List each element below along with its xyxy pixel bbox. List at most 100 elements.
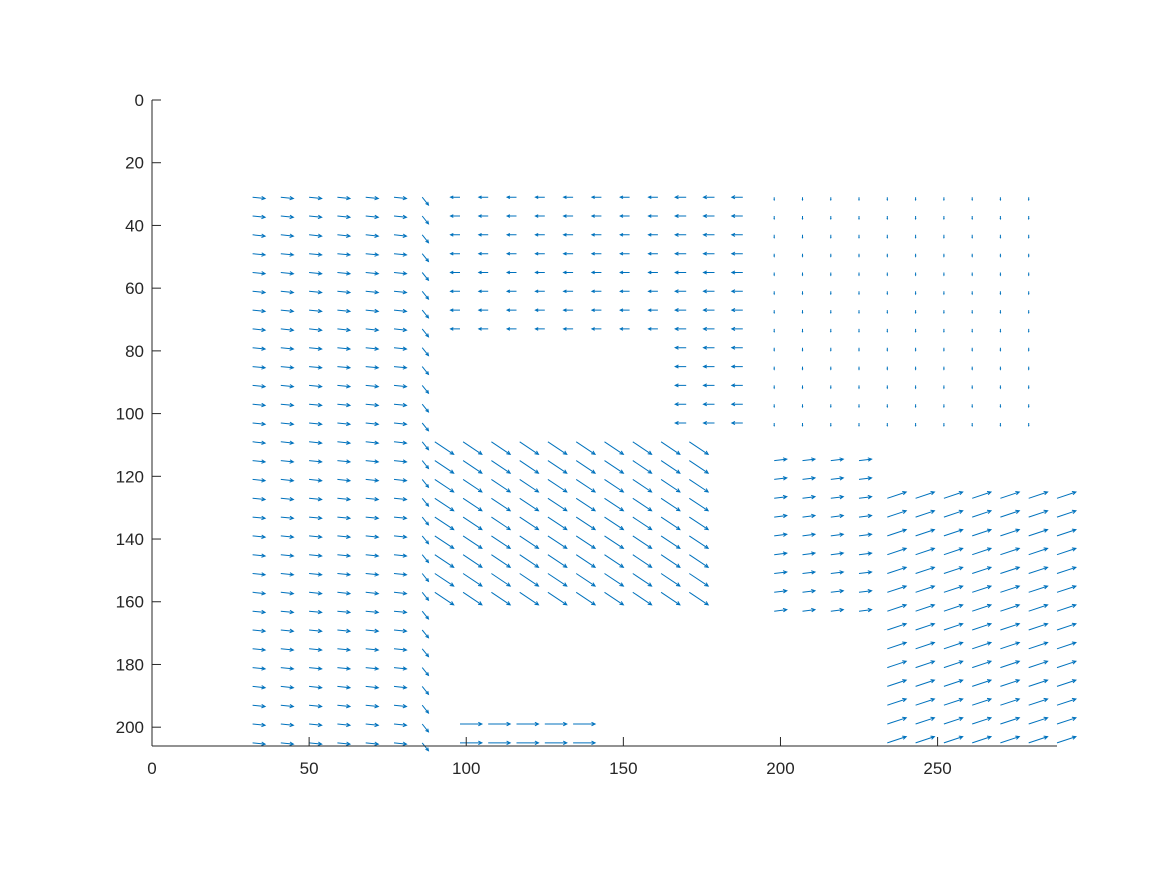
quiver-arrow: [1028, 509, 1049, 518]
quiver-arrow: [280, 440, 295, 445]
quiver-arrow: [547, 478, 568, 493]
quiver-arrow: [544, 721, 568, 727]
quiver-arrow: [730, 214, 743, 219]
quiver-arrow: [421, 535, 430, 545]
y-tick-label: 200: [116, 718, 144, 737]
quiver-arrow: [519, 478, 540, 493]
quiver-arrow: [280, 290, 295, 295]
quiver-arrow: [886, 291, 889, 296]
quiver-arrow: [730, 251, 743, 256]
quiver-arrow: [1000, 603, 1021, 612]
quiver-arrow: [365, 308, 380, 314]
quiver-arrow: [674, 214, 687, 219]
quiver-arrow: [337, 553, 352, 558]
quiver-arrow: [491, 497, 512, 512]
quiver-arrow: [604, 460, 625, 474]
quiver-arrow: [421, 234, 430, 244]
quiver-arrow: [434, 478, 455, 493]
quiver-arrow: [619, 270, 630, 275]
quiver-arrow: [802, 551, 817, 556]
y-tick-label: 0: [135, 91, 144, 110]
quiver-arrow: [1056, 566, 1077, 574]
quiver-arrow: [886, 197, 889, 202]
quiver-arrow: [914, 253, 917, 258]
quiver-arrow: [887, 509, 908, 518]
quiver-arrow: [421, 196, 430, 207]
quiver-arrow: [449, 251, 460, 256]
quiver-arrow: [829, 385, 832, 390]
quiver-arrow: [534, 214, 545, 218]
quiver-arrow: [1027, 234, 1030, 239]
quiver-arrow: [632, 460, 653, 474]
quiver-arrow: [252, 271, 267, 276]
quiver-arrow: [774, 494, 788, 500]
quiver-arrow: [674, 420, 687, 426]
quiver-arrow: [730, 289, 743, 294]
quiver-arrow: [773, 234, 776, 239]
quiver-arrow: [280, 609, 295, 615]
quiver-arrow: [393, 741, 408, 746]
quiver-arrow: [915, 660, 936, 669]
quiver-arrow: [801, 216, 804, 221]
quiver-arrow: [915, 716, 936, 725]
quiver-arrow: [915, 679, 936, 687]
quiver-arrow: [1000, 491, 1021, 499]
quiver-arrow: [280, 421, 295, 427]
quiver-arrow: [689, 535, 710, 550]
quiver-arrow: [674, 326, 687, 331]
quiver-arrow: [421, 403, 430, 413]
quiver-arrow: [632, 591, 653, 606]
quiver-arrow: [801, 385, 804, 390]
quiver-arrow: [604, 478, 625, 493]
quiver-arrow: [702, 364, 715, 369]
quiver-arrow: [337, 346, 352, 351]
quiver-arrow: [477, 214, 489, 218]
quiver-arrow: [449, 233, 460, 237]
quiver-arrow: [421, 347, 430, 357]
quiver-arrow: [801, 253, 804, 258]
quiver-arrow: [660, 478, 681, 493]
quiver-arrow: [337, 572, 352, 577]
quiver-arrow: [999, 366, 1002, 371]
quiver-arrow: [619, 214, 630, 218]
quiver-arrow: [943, 272, 945, 277]
quiver-arrow: [858, 197, 860, 202]
quiver-arrow: [943, 622, 964, 631]
quiver-arrow: [1000, 566, 1021, 574]
quiver-arrow: [943, 385, 945, 390]
quiver-arrow: [462, 441, 483, 456]
quiver-arrow: [943, 735, 964, 744]
quiver-arrow: [462, 591, 483, 606]
quiver-arrow: [393, 572, 408, 577]
quiver-arrow: [943, 366, 945, 371]
quiver-arrow: [337, 327, 352, 333]
quiver-arrow: [252, 666, 267, 671]
quiver-arrow: [562, 214, 574, 218]
quiver-arrow: [971, 423, 974, 427]
quiver-arrow: [829, 234, 832, 239]
quiver-arrow: [830, 457, 845, 462]
quiver-arrow: [280, 741, 295, 746]
quiver-arrow: [801, 404, 804, 409]
quiver-arrow: [573, 721, 597, 727]
quiver-arrow: [544, 740, 568, 746]
quiver-arrow: [858, 570, 873, 575]
quiver-arrow: [365, 515, 380, 521]
quiver-arrow: [915, 491, 936, 499]
quiver-arrow: [802, 532, 817, 537]
x-tick-label: 0: [147, 759, 156, 778]
quiver-arrow: [887, 716, 908, 725]
quiver-arrow: [943, 347, 945, 352]
quiver-arrow: [1000, 641, 1021, 650]
quiver-arrow: [702, 270, 715, 275]
quiver-arrow: [802, 570, 817, 575]
x-tick-label: 50: [300, 759, 319, 778]
quiver-arrow: [660, 460, 681, 474]
quiver-arrow: [252, 572, 267, 577]
y-tick-label: 140: [116, 530, 144, 549]
quiver-arrow: [393, 384, 408, 389]
quiver-arrow: [309, 440, 323, 445]
quiver-arrow: [971, 385, 974, 390]
quiver-arrow: [337, 478, 352, 483]
quiver-arrow: [309, 553, 323, 558]
